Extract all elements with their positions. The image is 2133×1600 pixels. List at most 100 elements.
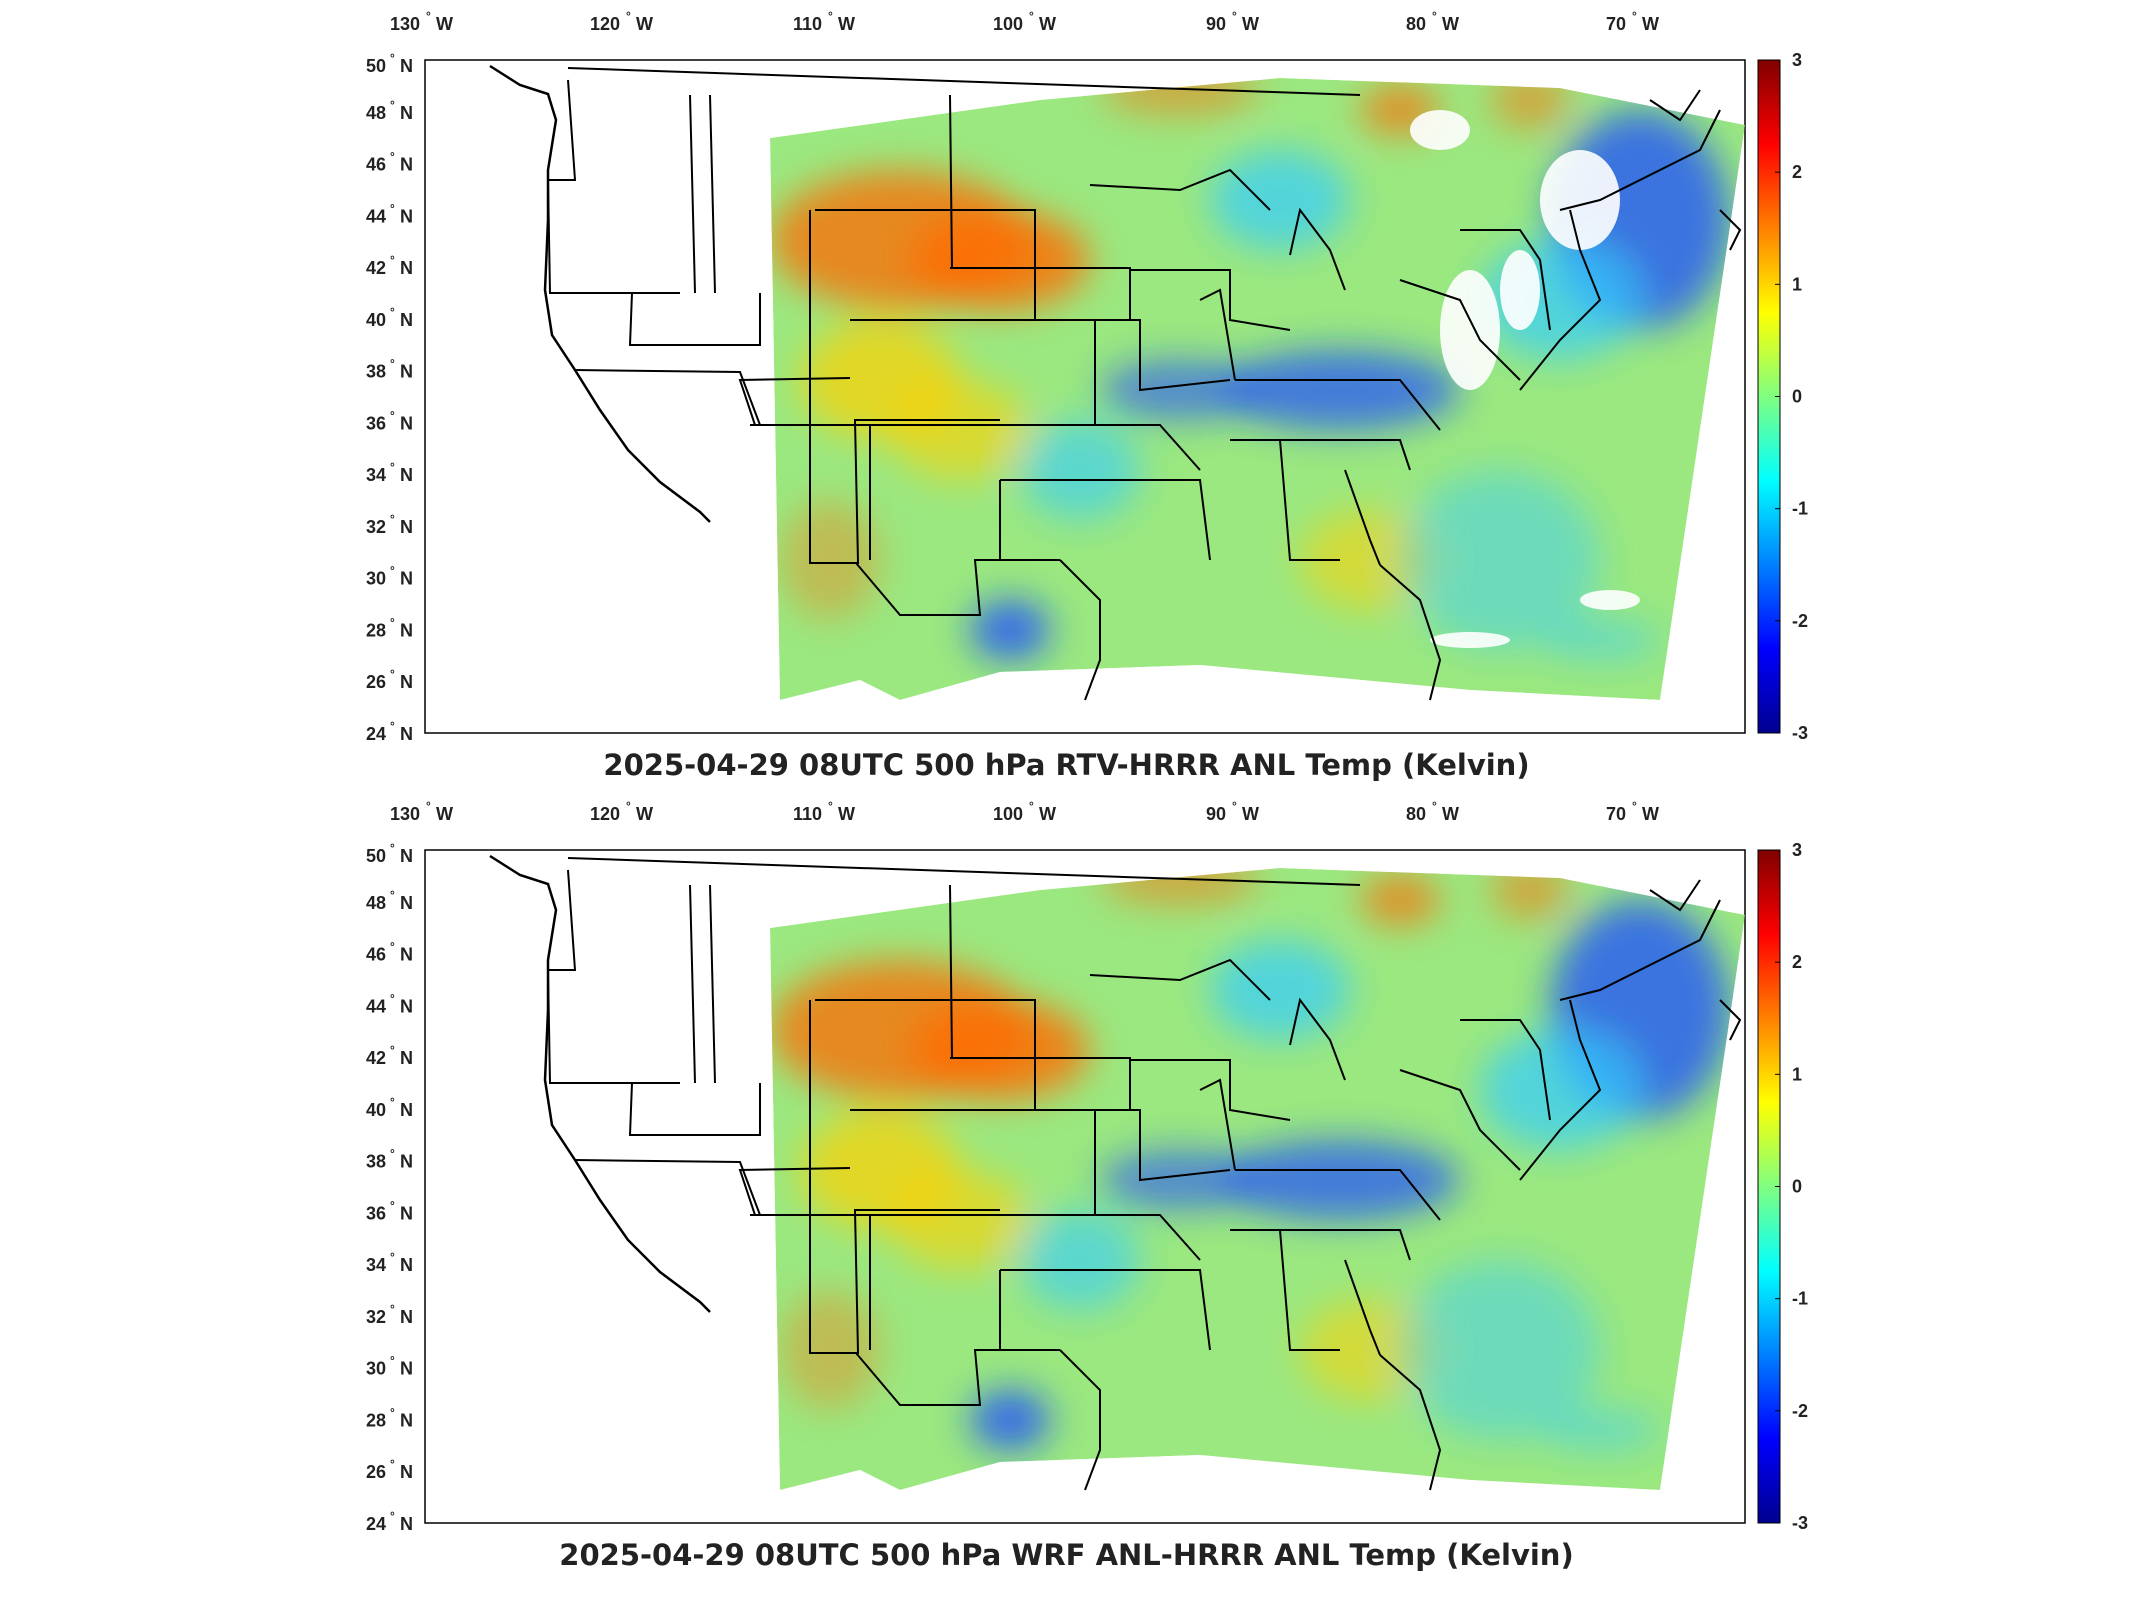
y-tick-hemisphere: N (400, 206, 413, 226)
state-border (855, 1349, 1060, 1406)
anomaly-patch (970, 600, 1050, 660)
state-border (547, 969, 680, 1084)
y-axis-ticks: 50 ° N 48 ° N 46 ° N 44 ° N 42 ° N 40 ° N 38 ° N 36 ° N 34 ° N 32 ° N… (366, 51, 413, 744)
state-border (1230, 439, 1411, 471)
y-tick-label: 44 (366, 206, 386, 226)
y-tick-label: 44 (366, 996, 386, 1016)
missing-data-patch (1410, 110, 1470, 150)
y-tick-hemisphere: N (400, 945, 413, 965)
anomaly-patch (910, 210, 1090, 310)
anomaly-patch (1220, 350, 1460, 430)
state-border (1559, 109, 1721, 211)
y-tick-hemisphere: N (400, 413, 413, 433)
degree-symbol: ° (828, 799, 833, 813)
state-border (1235, 1169, 1441, 1221)
panel-title: 2025-04-29 08UTC 500 hPa RTV-HRRR ANL Te… (603, 748, 1530, 782)
state-border (1279, 439, 1340, 561)
y-tick-hemisphere: N (400, 1514, 413, 1534)
x-tick-hemisphere: W (1242, 804, 1259, 824)
degree-symbol: ° (828, 9, 833, 23)
degree-symbol: ° (626, 799, 631, 813)
degree-symbol: ° (390, 667, 395, 681)
state-border (1199, 288, 1236, 381)
state-border (949, 884, 953, 1059)
y-tick-hemisphere: N (400, 1462, 413, 1482)
state-border (815, 999, 1036, 1110)
degree-symbol: ° (1232, 799, 1237, 813)
state-border (855, 424, 1201, 471)
colorbar-tick-label: 1 (1792, 274, 1802, 294)
colorbar-tick-label: -1 (1792, 499, 1808, 519)
colorbar-tick-label: -3 (1792, 1513, 1808, 1533)
state-border (815, 209, 1036, 320)
state-border (548, 869, 577, 971)
x-tick-label: 130 (390, 804, 420, 824)
degree-symbol: ° (390, 305, 395, 319)
missing-data-patch (1580, 590, 1640, 610)
degree-symbol: ° (390, 1147, 395, 1161)
y-tick-label: 32 (366, 517, 386, 537)
state-border (1059, 1349, 1101, 1491)
y-tick-label: 46 (366, 945, 386, 965)
y-tick-hemisphere: N (400, 362, 413, 382)
state-border (548, 79, 577, 181)
colorbar-tick-label: 2 (1792, 162, 1802, 182)
state-border (1289, 207, 1346, 291)
x-tick-label: 110 (793, 804, 822, 824)
degree-symbol: ° (390, 564, 395, 578)
x-tick-hemisphere: W (436, 14, 453, 34)
degree-symbol: ° (390, 1302, 395, 1316)
degree-symbol: ° (390, 991, 395, 1005)
x-tick-hemisphere: W (1642, 804, 1659, 824)
x-tick-hemisphere: W (636, 804, 653, 824)
degree-symbol: ° (390, 51, 395, 65)
anomaly-patch (1400, 1260, 1600, 1440)
degree-symbol: ° (390, 1250, 395, 1264)
y-tick-hemisphere: N (400, 103, 413, 123)
y-tick-label: 38 (366, 1152, 386, 1172)
x-tick-label: 70 (1606, 14, 1626, 34)
state-border (1289, 997, 1346, 1081)
y-tick-label: 36 (366, 1203, 386, 1223)
y-tick-hemisphere: N (400, 569, 413, 589)
degree-symbol: ° (1232, 9, 1237, 23)
x-tick-hemisphere: W (1442, 14, 1459, 34)
y-tick-hemisphere: N (400, 1410, 413, 1430)
colorbar-tick-label: -1 (1792, 1289, 1808, 1309)
y-tick-label: 34 (366, 1255, 386, 1275)
anomaly-patch (1210, 150, 1350, 250)
map-panel-wrf-hrrr: 130 ° W 120 ° W 110 ° W 100 ° W 90 ° W 80 ° W 70 ° W 50 ° N 48 °… (0, 790, 2133, 1590)
state-border (1095, 1109, 1231, 1182)
y-tick-label: 32 (366, 1307, 386, 1327)
x-tick-label: 100 (993, 14, 1023, 34)
state-border (628, 292, 761, 346)
anomaly-patch (1540, 1410, 1660, 1450)
colorbar-tick-label: -3 (1792, 723, 1808, 743)
state-border (738, 1167, 851, 1216)
anomaly-patch (970, 1390, 1050, 1450)
degree-symbol: ° (390, 201, 395, 215)
state-border (1089, 958, 1271, 1001)
state-border (1000, 1269, 1211, 1351)
degree-symbol: ° (390, 1095, 395, 1109)
x-tick-label: 120 (590, 14, 620, 34)
state-border (1719, 999, 1742, 1041)
x-tick-hemisphere: W (1039, 804, 1056, 824)
y-tick-label: 26 (366, 1462, 386, 1482)
y-tick-label: 50 (366, 846, 386, 866)
panel-title: 2025-04-29 08UTC 500 hPa WRF ANL-HRRR AN… (559, 1538, 1574, 1572)
state-border (1649, 879, 1701, 912)
state-border (1059, 559, 1101, 701)
colorbar-tick-label: 2 (1792, 952, 1802, 972)
state-border (1344, 469, 1381, 566)
missing-data-patch (1540, 150, 1620, 250)
colorbar: 3 2 1 0 -1 -2 -3 (1757, 50, 1808, 743)
degree-symbol: ° (390, 1457, 395, 1471)
anomaly-patch (1480, 1030, 1640, 1150)
map-plot: 130 ° W 120 ° W 110 ° W 100 ° W 90 ° W 80 ° W 70 ° W 50 ° N48 °… (366, 9, 1808, 744)
degree-symbol: ° (390, 460, 395, 474)
state-border (855, 559, 1060, 616)
y-tick-hemisphere: N (400, 1203, 413, 1223)
y-tick-hemisphere: N (400, 672, 413, 692)
state-border (1379, 564, 1442, 701)
